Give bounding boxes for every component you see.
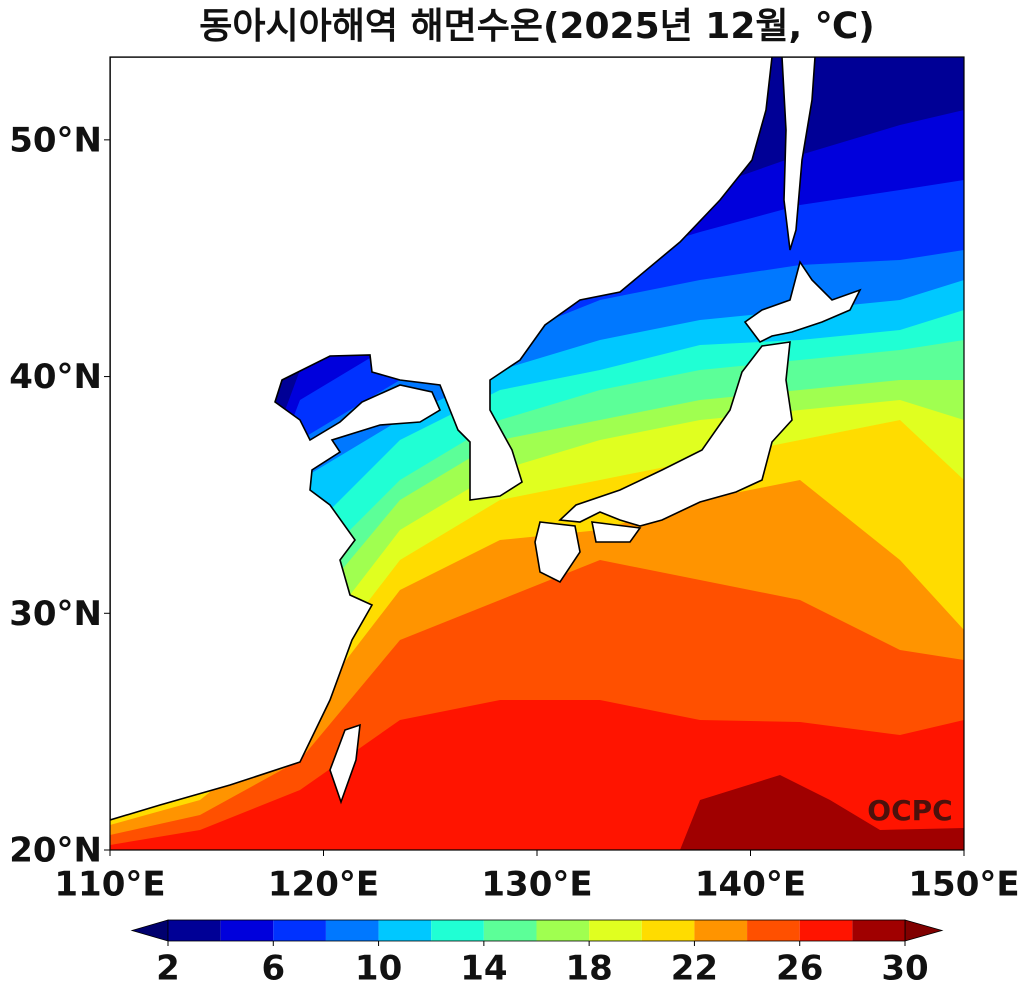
colorbar-tick-label: 10	[355, 949, 402, 989]
colorbar-extend-low	[130, 919, 169, 942]
colorbar-bin	[220, 920, 274, 941]
colorbar-bin	[799, 920, 853, 941]
colorbar-tick-label: 14	[460, 949, 507, 989]
y-tick-label: 30°N	[9, 594, 102, 634]
x-tick-label: 140°E	[695, 865, 806, 905]
colorbar-tick-label: 6	[261, 949, 285, 989]
land	[110, 57, 862, 821]
colorbar-bin	[852, 920, 905, 941]
sakhalin	[781, 57, 816, 251]
x-tick-label: 110°E	[54, 865, 165, 905]
shikoku	[590, 521, 642, 543]
honshu	[558, 341, 793, 527]
watermark: OCPC	[867, 794, 952, 827]
y-tick-label: 20°N	[9, 831, 102, 871]
colorbar-frame	[167, 919, 906, 942]
colorbar-bin	[641, 920, 695, 941]
colorbar-bin	[694, 920, 748, 941]
colorbar-tick-label: 2	[156, 949, 180, 989]
colorbar-bin	[483, 920, 537, 941]
y-tick-label: 50°N	[9, 120, 102, 160]
kyushu	[534, 521, 581, 584]
colorbar-bin	[378, 920, 432, 941]
map-title: 동아시아해역 해면수온(2025년 12월, ℃)	[199, 6, 875, 47]
x-tick-label: 120°E	[268, 865, 379, 905]
colorbar-extend-high	[904, 919, 944, 942]
taiwan	[329, 723, 361, 805]
y-tick-label: 40°N	[9, 357, 102, 397]
colorbar-tick-label: 18	[565, 949, 612, 989]
colorbar-bin	[273, 920, 326, 941]
colorbar-tick-label: 26	[776, 949, 823, 989]
sst-band	[680, 775, 964, 850]
colorbar-bin	[747, 920, 800, 941]
hokkaido	[743, 260, 862, 344]
mainland	[110, 57, 773, 821]
colorbar-bin	[431, 920, 484, 941]
x-tick-label: 130°E	[481, 865, 592, 905]
colorbar-tick-label: 22	[671, 949, 718, 989]
colorbar-bin	[536, 920, 590, 941]
colorbar-bin	[589, 920, 642, 941]
colorbar-tick-label: 30	[881, 949, 928, 989]
x-tick-label: 150°E	[908, 865, 1019, 905]
colorbar-bin	[325, 920, 379, 941]
colorbar-bin	[168, 920, 221, 941]
